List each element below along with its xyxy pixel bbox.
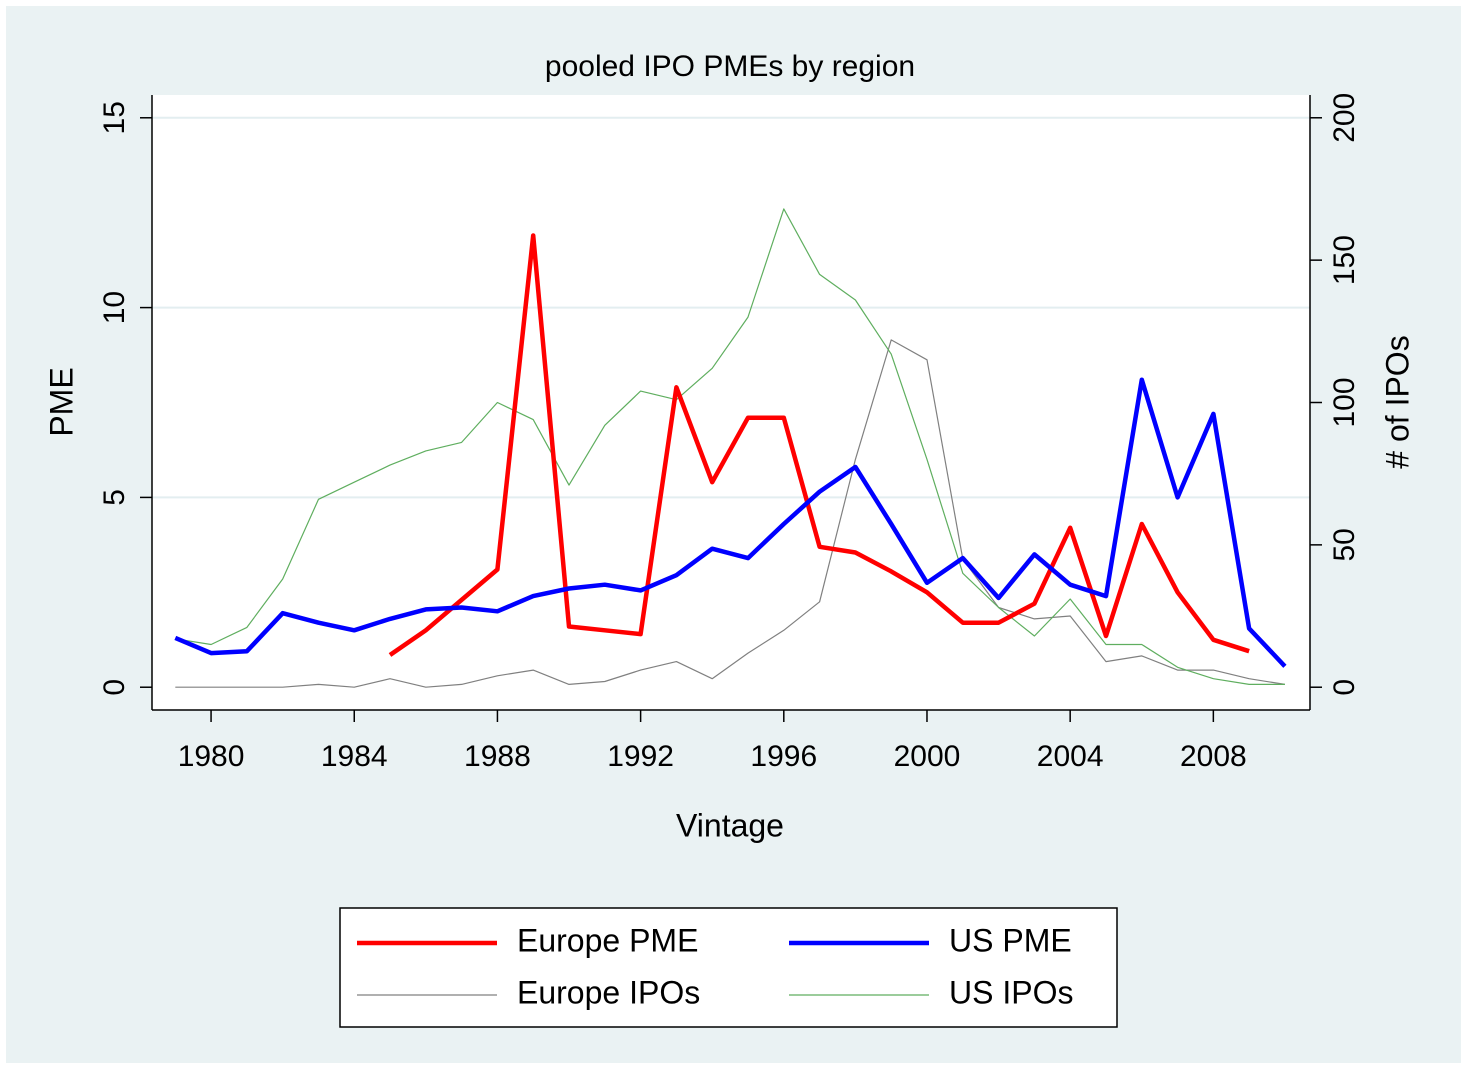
x-axis-title: Vintage	[676, 807, 784, 843]
x-tick-label: 2000	[894, 740, 961, 773]
y2-axis-title: # of IPOs	[1379, 335, 1415, 468]
x-tick-label: 1984	[321, 740, 388, 773]
legend-label: Europe PME	[517, 922, 698, 958]
x-tick-label: 1980	[178, 740, 245, 773]
y-tick-label: 15	[98, 101, 131, 134]
x-tick-label: 2004	[1037, 740, 1104, 773]
y2-tick-label: 0	[1328, 679, 1361, 696]
y-tick-label: 5	[98, 489, 131, 506]
legend-label: Europe IPOs	[517, 974, 700, 1010]
y-tick-label: 0	[98, 679, 131, 696]
y-tick-label: 10	[98, 291, 131, 324]
x-tick-label: 1996	[750, 740, 817, 773]
legend-label: US IPOs	[949, 974, 1073, 1010]
chart-title: pooled IPO PMEs by region	[545, 50, 915, 83]
legend-label: US PME	[949, 922, 1072, 958]
y2-tick-label: 50	[1328, 528, 1361, 561]
y2-tick-label: 100	[1328, 377, 1361, 427]
line	[175, 339, 1285, 688]
line	[174, 377, 1287, 668]
line	[388, 233, 1250, 657]
legend-box	[339, 907, 1118, 1028]
x-tick-label: 1992	[607, 740, 674, 773]
y-axis-title: PME	[43, 367, 79, 436]
x-tick-label: 2008	[1180, 740, 1247, 773]
line	[175, 208, 1285, 685]
y2-tick-label: 150	[1328, 235, 1361, 285]
x-tick-label: 1988	[464, 740, 531, 773]
y2-tick-label: 200	[1328, 93, 1361, 143]
